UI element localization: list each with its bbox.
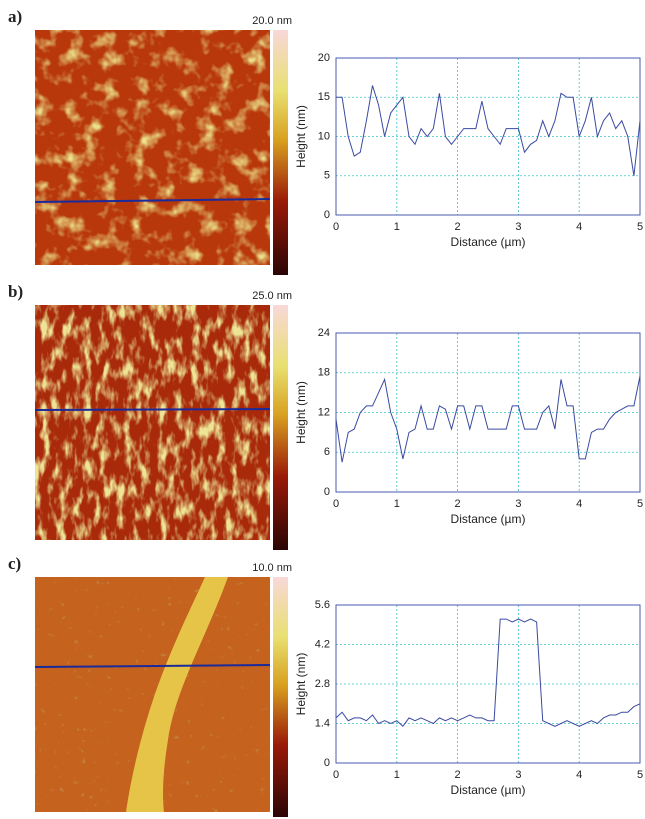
y-tick-label: 12 [318, 406, 330, 418]
x-tick-label: 2 [455, 221, 461, 233]
x-tick-label: 3 [515, 221, 521, 233]
x-tick-label: 1 [394, 769, 400, 781]
y-tick-label: 0 [324, 486, 330, 498]
x-tick-label: 1 [394, 498, 400, 510]
x-axis-label: Distance (µm) [451, 235, 526, 249]
x-axis-label: Distance (µm) [451, 512, 526, 526]
y-axis-label: Height (nm) [294, 381, 308, 444]
y-tick-label: 20 [318, 52, 330, 64]
x-tick-label: 0 [333, 498, 339, 510]
x-tick-label: 4 [576, 221, 582, 233]
y-tick-label: 0 [324, 209, 330, 221]
panel-label: a) [8, 7, 22, 26]
x-tick-label: 5 [637, 769, 643, 781]
y-tick-label: 15 [318, 91, 330, 103]
y-tick-label: 1.4 [315, 717, 330, 729]
y-tick-label: 4.2 [315, 638, 330, 650]
afm-image-a [34, 30, 288, 275]
x-tick-label: 1 [394, 221, 400, 233]
colorbar-label: 25.0 nm [252, 290, 292, 302]
profile-line [336, 85, 641, 176]
x-tick-label: 3 [515, 498, 521, 510]
y-tick-label: 24 [318, 327, 330, 339]
profile-line [335, 375, 641, 463]
plot-frame [335, 604, 641, 764]
panel-label: b) [8, 282, 23, 301]
y-tick-label: 5 [324, 170, 330, 182]
x-tick-label: 5 [637, 498, 643, 510]
plot-frame [335, 332, 641, 493]
x-tick-label: 2 [455, 498, 461, 510]
afm-image-c [34, 577, 288, 817]
profile-line [335, 618, 641, 728]
afm-image-b [34, 305, 288, 550]
x-tick-label: 4 [576, 769, 582, 781]
x-tick-label: 5 [637, 221, 643, 233]
y-axis-label: Height (nm) [294, 105, 308, 168]
x-tick-label: 0 [333, 221, 339, 233]
panel-label: c) [8, 554, 21, 573]
y-tick-label: 10 [318, 130, 330, 142]
x-tick-label: 4 [576, 498, 582, 510]
y-tick-label: 2.8 [315, 678, 330, 690]
y-tick-label: 5.6 [315, 599, 330, 611]
x-tick-label: 2 [455, 769, 461, 781]
x-axis-label: Distance (µm) [451, 783, 526, 797]
y-tick-label: 18 [318, 367, 330, 379]
y-axis-label: Height (nm) [294, 653, 308, 716]
x-tick-label: 0 [333, 769, 339, 781]
x-tick-label: 3 [515, 769, 521, 781]
y-tick-label: 0 [324, 757, 330, 769]
colorbar-label: 20.0 nm [252, 15, 292, 27]
colorbar-label: 10.0 nm [252, 562, 292, 574]
plot-frame [335, 57, 641, 216]
y-tick-label: 6 [324, 446, 330, 458]
